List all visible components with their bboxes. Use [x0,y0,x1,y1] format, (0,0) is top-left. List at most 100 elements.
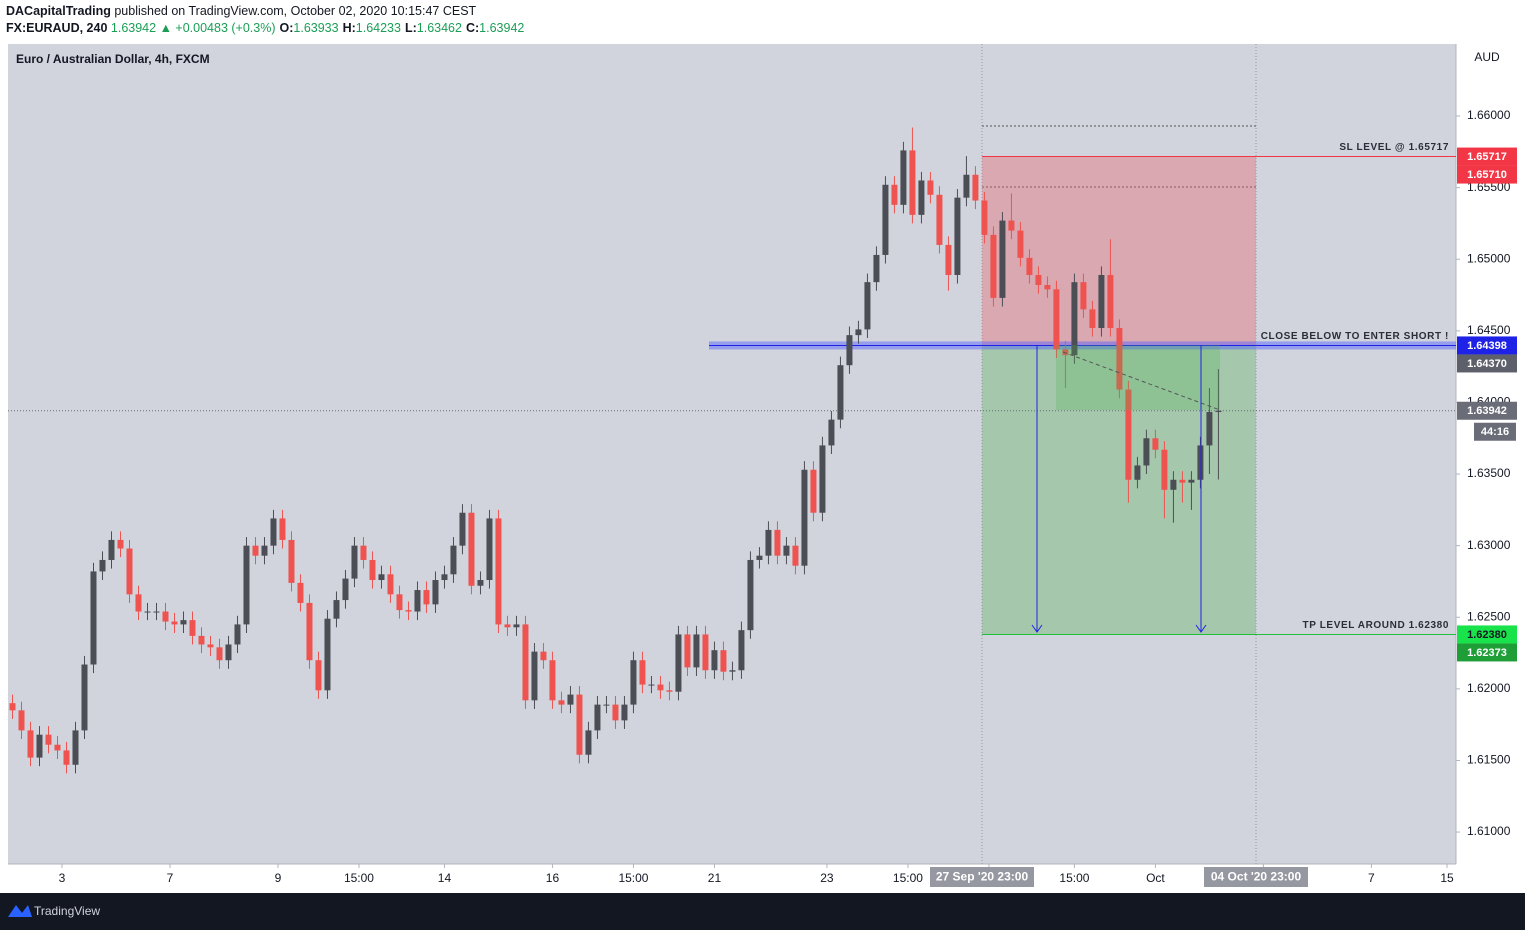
candle-body [999,220,1006,298]
candle-body [180,620,187,625]
candle-body [432,580,439,605]
candle-body [666,690,673,692]
candle-body [1017,230,1024,258]
candle-body [720,650,727,672]
y-tick-label: 1.64500 [1467,323,1511,337]
candle-body [423,590,430,605]
candle-body [108,539,115,560]
candle-body [117,539,124,549]
candle-body [1143,438,1150,466]
ohlc-key: C: [466,21,479,35]
candle-body [1161,449,1168,490]
y-tick-label: 1.63000 [1467,538,1511,552]
candle-body [864,282,871,330]
candle-body [693,634,700,668]
y-tick-label: 1.63500 [1467,466,1511,480]
candle-body [81,664,88,731]
candle-body [207,644,214,648]
annotation: TP LEVEL AROUND 1.62380 [1303,620,1449,631]
price-label: 1.62373 [1467,647,1507,659]
candle-body [54,744,61,751]
candle-body [369,559,376,581]
candle-body [360,545,367,560]
candle-body [1044,285,1051,290]
candle-body [414,590,421,612]
logo-icon [8,905,32,917]
stop-zone [982,156,1256,346]
candle-body [477,580,484,586]
price-label: 1.64370 [1467,358,1507,370]
x-tick-label: 15:00 [1059,871,1089,885]
header-line2: FX:EURAUD, 240 1.63942 ▲ +0.00483 (+0.3%… [6,21,524,35]
candle-body [729,670,736,672]
footer-bg [0,893,1525,930]
candle-body [1125,389,1132,480]
candle-body [765,529,772,556]
candle-body [90,571,97,665]
range-label: 04 Oct '20 23:00 [1211,870,1302,884]
candle-body [828,419,835,446]
ohlc-value: 1.63462 [417,21,462,35]
candle-body [306,602,313,661]
candle-body [522,624,529,701]
price-label-bg [1457,643,1517,662]
ohlc-key: H: [343,21,356,35]
price-label-bg [1457,625,1517,644]
price-label-bg [1457,336,1517,355]
candle-body [396,594,403,611]
candle-body [324,618,331,691]
plot-bg [8,44,1456,864]
price-label: 1.65710 [1467,169,1507,181]
y-tick-label: 1.66000 [1467,108,1511,122]
candle-body [513,624,520,628]
candle-body [1188,479,1195,483]
candle-body [954,197,961,275]
change: ▲ +0.00483 (+0.3%) [160,21,276,35]
candle-body [297,582,304,603]
candle-body [333,600,340,619]
ohlc-value: 1.64233 [356,21,401,35]
candle-body [279,518,286,540]
candle-body [459,512,466,546]
candle-body [648,684,655,686]
candle-body [243,545,250,625]
x-tick-label: 3 [59,871,66,885]
x-tick-label: 15:00 [893,871,923,885]
candle-body [1215,410,1222,413]
candle-body [603,704,610,706]
candle-body [630,660,637,705]
candle-body [972,174,979,201]
candle-body [594,704,601,731]
candle-body [1089,309,1096,328]
candle-body [405,610,412,612]
candle-body [450,545,457,575]
price-label: 1.63942 [1467,405,1507,417]
candle-body [189,620,196,636]
candle-body [270,518,277,546]
candle-body [963,174,970,198]
x-tick-label: Oct [1146,871,1165,885]
annotation: CLOSE BELOW TO ENTER SHORT ! [1261,331,1449,342]
x-tick-label: 7 [1368,871,1375,885]
candle-body [18,710,25,731]
ohlc-value: 1.63933 [293,21,338,35]
candle-body [27,730,34,758]
candle-body [684,634,691,668]
candle-body [981,200,988,235]
x-tick-label: 21 [708,871,722,885]
footer-logo [8,905,32,917]
candle-body [45,734,52,745]
candle-body [531,651,538,701]
currency: AUD [1474,50,1500,64]
candle-body [936,194,943,245]
candle-body [612,704,619,721]
footer-brand: TradingView [34,904,100,918]
candle-body [819,445,826,513]
candle-body [1170,479,1177,490]
candle-body [135,594,142,612]
candle-body [126,548,133,595]
candle-body [378,574,385,581]
candle-body [711,650,718,671]
y-tick-label: 1.61500 [1467,753,1511,767]
candle-body [837,365,844,420]
